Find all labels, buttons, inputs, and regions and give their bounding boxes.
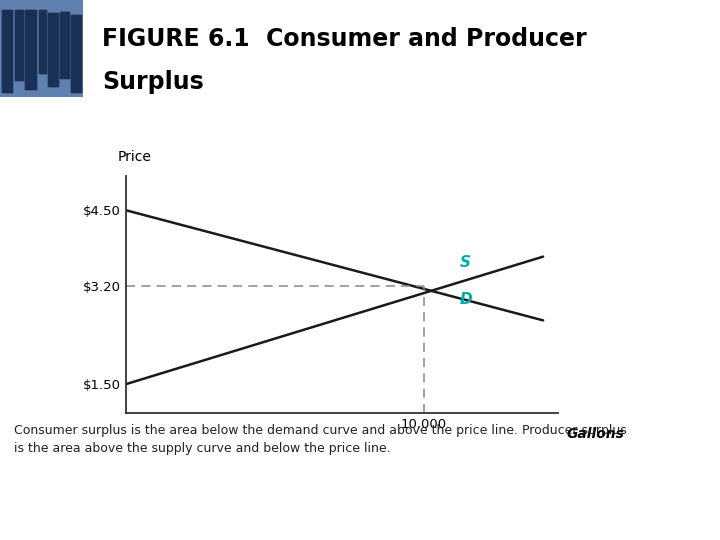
Text: D: D — [459, 292, 472, 307]
Bar — [24, 10, 37, 90]
Text: Copyright ©2014 Pearson Education, Inc. All rights reserved.: Copyright ©2014 Pearson Education, Inc. … — [11, 512, 351, 522]
Bar — [48, 12, 58, 85]
Bar — [71, 15, 81, 92]
Bar — [60, 12, 68, 78]
Bar — [15, 10, 23, 80]
Bar — [60, 12, 68, 78]
Text: Gallons: Gallons — [567, 427, 624, 441]
Text: Price: Price — [117, 150, 151, 164]
Bar — [48, 12, 58, 85]
Bar — [24, 10, 37, 90]
Bar — [39, 10, 45, 73]
Bar — [15, 10, 23, 80]
Bar — [39, 10, 45, 73]
Bar — [2, 10, 12, 92]
Text: Consumer surplus is the area below the demand curve and above the price line. Pr: Consumer surplus is the area below the d… — [14, 424, 627, 455]
Text: S: S — [459, 255, 471, 270]
Text: Surplus: Surplus — [102, 70, 204, 94]
Text: 6-8: 6-8 — [691, 512, 709, 522]
Bar — [71, 15, 81, 92]
Bar — [2, 10, 12, 92]
Text: FIGURE 6.1  Consumer and Producer: FIGURE 6.1 Consumer and Producer — [102, 27, 587, 51]
